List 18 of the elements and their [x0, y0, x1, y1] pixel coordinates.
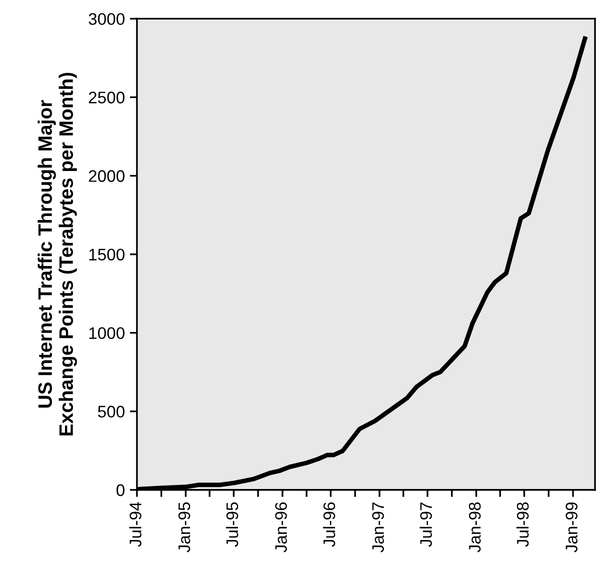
x-tick-label: Jul-94: [129, 502, 142, 547]
y-tick-label: 500: [98, 406, 124, 418]
y-axis-title: US Internet Traffic Through Major Exchange Points (Terabytes per Month): [38, 72, 77, 436]
x-tick-label: Jul-98: [516, 502, 529, 547]
x-tick-label: Jul-95: [226, 502, 238, 547]
y-tick-label: 1500: [89, 248, 124, 261]
x-tick-label: Jan-97: [372, 502, 384, 552]
x-tick-label: Jan-96: [275, 502, 287, 552]
y-tick-label: 1000: [89, 327, 124, 340]
x-tick-label: Jan-99: [566, 502, 578, 552]
y-tick-label: 2500: [88, 92, 124, 104]
x-tick-label: Jan-98: [468, 502, 481, 552]
x-tick-label: Jul-97: [420, 502, 432, 547]
y-tick-label: 2000: [88, 170, 124, 182]
y-tick-label: 0: [116, 484, 124, 496]
y-tick-label: 3000: [88, 13, 124, 25]
x-tick-label: Jul-96: [322, 502, 336, 547]
x-tick-label: Jan-95: [178, 502, 190, 552]
